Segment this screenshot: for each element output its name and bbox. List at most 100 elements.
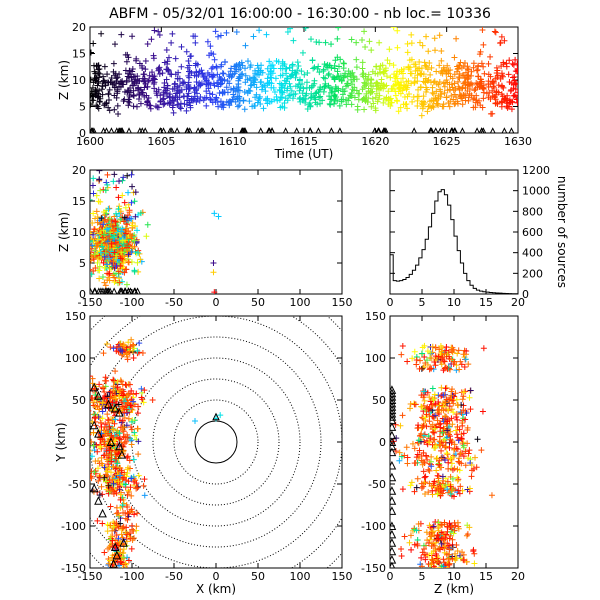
data-point	[130, 82, 137, 89]
data-point	[140, 71, 147, 78]
data-point	[102, 100, 109, 107]
data-point	[100, 208, 107, 215]
data-point	[244, 58, 251, 65]
data-point	[90, 271, 95, 278]
data-point	[416, 39, 423, 46]
ground-marker	[195, 127, 201, 133]
ground-marker	[428, 127, 435, 133]
data-point	[430, 104, 437, 111]
data-point	[215, 103, 222, 110]
data-point	[435, 461, 442, 468]
ground-marker	[381, 127, 388, 133]
data-point	[400, 82, 407, 89]
data-point	[282, 65, 289, 72]
data-point	[90, 97, 96, 104]
data-point	[90, 238, 93, 245]
data-point	[133, 57, 140, 64]
data-point	[481, 70, 488, 77]
data-point	[132, 189, 139, 196]
data-point	[449, 555, 456, 562]
data-point	[456, 552, 463, 559]
data-point	[133, 523, 140, 530]
data-point	[449, 475, 456, 482]
data-point	[435, 102, 442, 109]
data-point	[421, 397, 428, 404]
data-point	[448, 460, 455, 467]
ground-marker	[90, 287, 94, 294]
data-point	[100, 350, 107, 357]
ground-marker	[380, 127, 387, 133]
data-point	[466, 90, 473, 97]
data-point	[104, 528, 111, 535]
data-point	[386, 46, 393, 53]
data-point	[211, 210, 218, 217]
data-point	[230, 94, 237, 101]
data-point	[450, 446, 457, 453]
data-point	[224, 77, 231, 84]
data-point	[439, 402, 446, 409]
data-point	[226, 102, 233, 109]
data-point	[420, 388, 427, 395]
data-point	[106, 477, 113, 484]
data-point	[105, 206, 112, 213]
data-point	[430, 397, 437, 404]
data-point	[70, 462, 76, 468]
data-point	[223, 29, 230, 36]
data-point	[437, 441, 444, 448]
data-point	[110, 490, 117, 497]
data-point	[435, 545, 442, 552]
data-point	[427, 103, 434, 110]
data-point	[178, 86, 185, 93]
data-point	[492, 29, 499, 36]
data-point	[135, 249, 142, 256]
data-point	[133, 480, 140, 487]
data-point	[453, 411, 460, 418]
data-point	[332, 57, 339, 64]
y-tick-label: 0	[79, 288, 86, 301]
data-point	[124, 248, 131, 255]
x-tick-label: 50	[251, 296, 265, 309]
data-point	[266, 58, 273, 65]
data-point	[454, 466, 461, 473]
data-point	[325, 82, 332, 89]
data-point	[435, 535, 442, 542]
data-point	[130, 103, 137, 110]
data-point	[99, 91, 106, 98]
data-point	[311, 64, 318, 71]
data-point	[435, 527, 442, 534]
ground-marker	[109, 559, 118, 568]
data-point	[204, 69, 211, 76]
data-point	[501, 95, 508, 102]
data-point	[139, 396, 146, 403]
y-tick-label: 200	[522, 267, 543, 280]
data-point	[115, 268, 122, 275]
data-point	[117, 377, 124, 384]
data-point	[217, 32, 224, 39]
data-point	[307, 102, 314, 109]
data-point	[434, 557, 441, 564]
data-point	[446, 444, 453, 451]
ground-marker	[97, 287, 105, 294]
data-point	[125, 415, 132, 422]
data-point	[113, 573, 119, 579]
ground-marker	[131, 287, 139, 294]
data-point	[386, 60, 393, 67]
data-point	[455, 458, 462, 465]
ground-marker	[90, 127, 96, 133]
data-point	[135, 96, 142, 103]
ground-marker	[390, 437, 397, 446]
data-point	[201, 95, 208, 102]
data-point	[112, 239, 119, 246]
data-point	[493, 64, 500, 71]
ground-marker	[103, 127, 110, 133]
data-point	[454, 477, 461, 484]
data-point	[142, 57, 149, 64]
data-point	[294, 67, 301, 74]
data-point	[349, 86, 356, 93]
data-point	[97, 443, 104, 450]
data-point	[361, 28, 368, 35]
data-point	[367, 89, 374, 96]
data-point	[118, 228, 125, 235]
ground-marker	[105, 287, 112, 294]
data-point	[415, 422, 422, 429]
